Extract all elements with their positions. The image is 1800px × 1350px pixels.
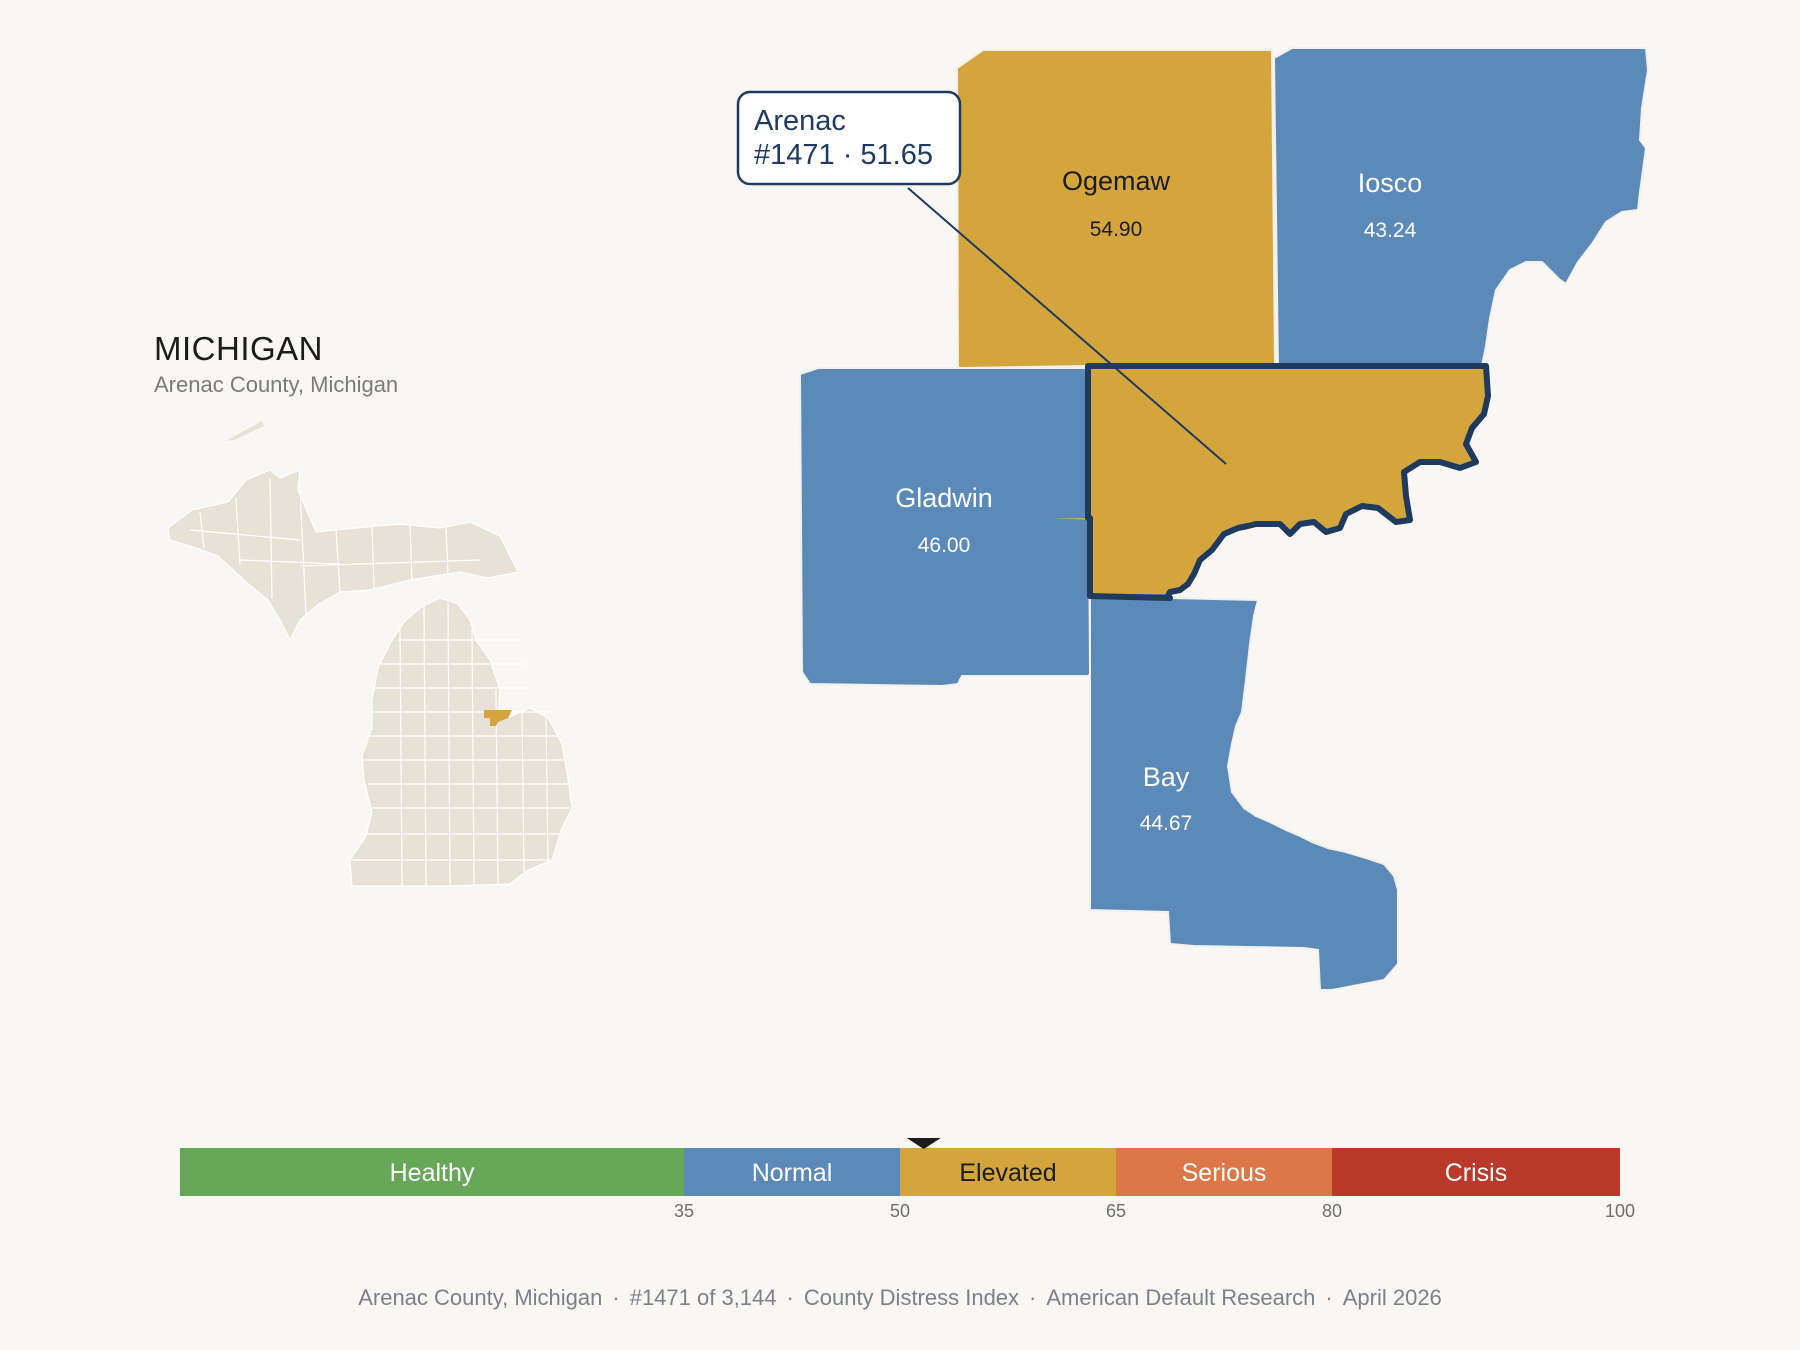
state-title: MICHIGAN xyxy=(154,330,323,367)
label-bay-name: Bay xyxy=(1143,762,1190,792)
label-gladwin-value: 46.00 xyxy=(918,534,971,557)
county-gladwin[interactable] xyxy=(798,367,1092,688)
tooltip-rank-score: #1471 · 51.65 xyxy=(754,139,933,171)
footer-rank: #1471 of 3,144 xyxy=(629,1285,777,1310)
county-arenac[interactable] xyxy=(1052,366,1488,594)
label-ogemaw-value: 54.90 xyxy=(1090,218,1143,241)
label-bay-value: 44.67 xyxy=(1140,812,1193,835)
tooltip-leader-line xyxy=(907,187,1227,465)
label-gladwin-name: Gladwin xyxy=(895,483,993,513)
label-ogemaw-name: Ogemaw xyxy=(1062,166,1171,196)
footer: Arenac County, Michigan · #1471 of 3,144 · C… xyxy=(358,1285,1442,1310)
arenac-outline xyxy=(1085,363,1491,601)
state-subtitle: Arenac County, Michigan xyxy=(154,372,399,397)
label-iosco-value: 43.24 xyxy=(1364,219,1417,242)
footer-index: County Distress Index xyxy=(803,1285,1020,1310)
footer-source: American Default Research xyxy=(1046,1285,1316,1310)
county-iosco[interactable] xyxy=(1272,47,1650,370)
tooltip: Arenac #1471 · 51.65 xyxy=(736,90,962,186)
tooltip-county: Arenac xyxy=(754,105,846,137)
county-ogemaw[interactable] xyxy=(955,49,1277,370)
footer-county: Arenac County, Michigan xyxy=(358,1285,603,1310)
county-bay[interactable] xyxy=(1089,519,1399,991)
label-iosco-name: Iosco xyxy=(1358,168,1423,198)
footer-date: April 2026 xyxy=(1342,1285,1442,1310)
